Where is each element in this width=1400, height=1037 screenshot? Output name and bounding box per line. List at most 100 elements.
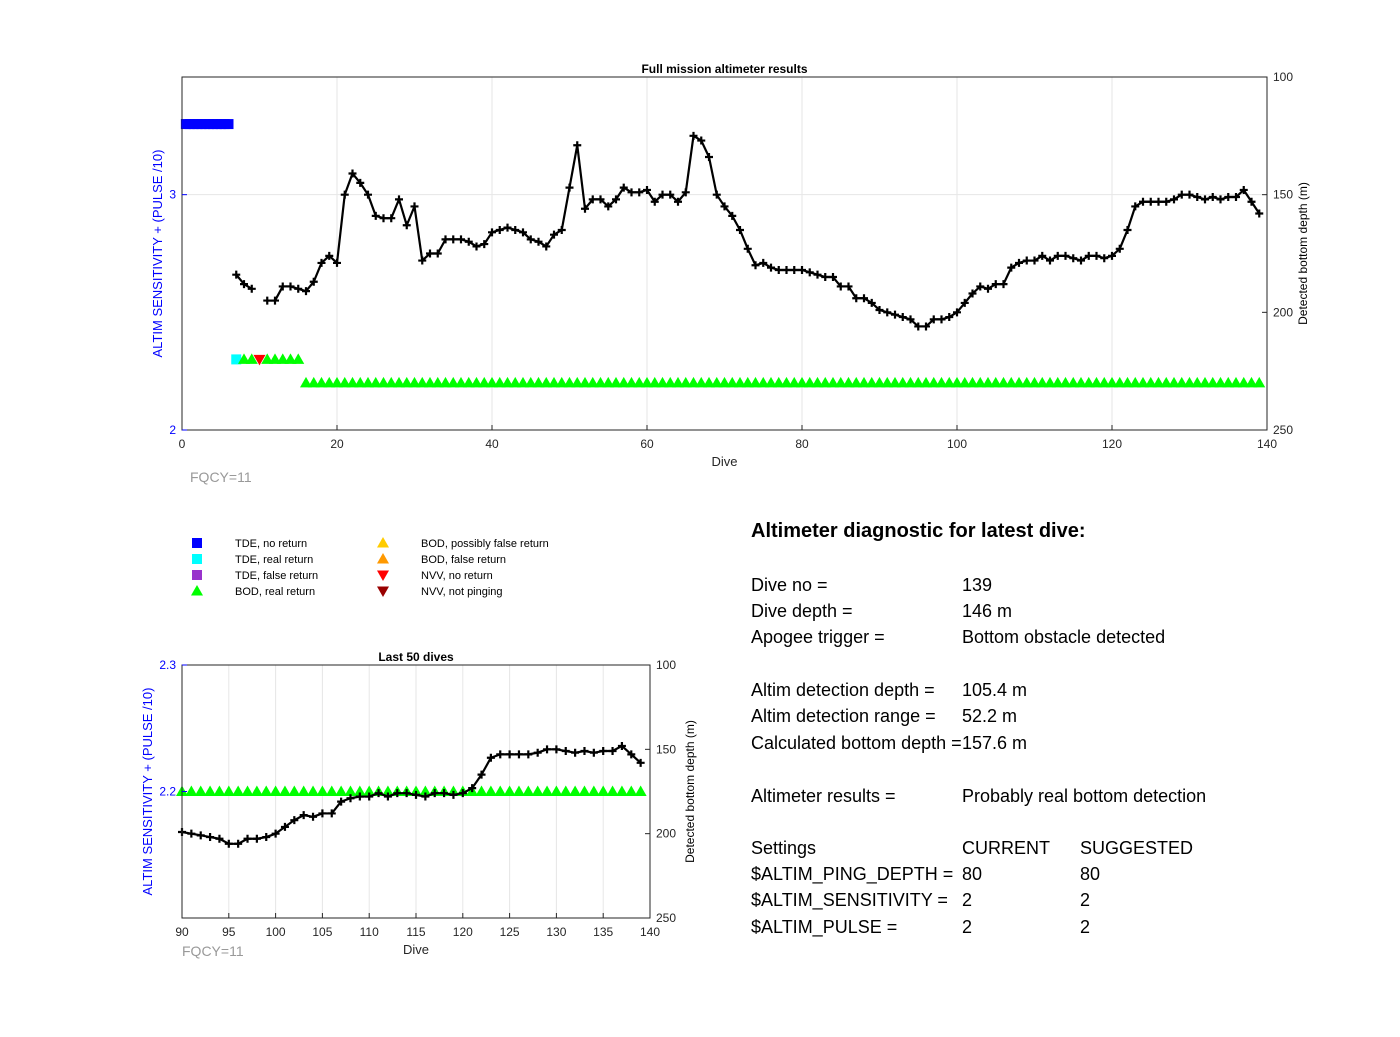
depth-point <box>505 750 514 759</box>
marker-point <box>1152 376 1165 388</box>
depth-point <box>844 282 853 291</box>
marker-point <box>625 376 638 388</box>
depth-point <box>960 298 969 307</box>
depth-point <box>365 792 374 801</box>
depth-point <box>580 747 589 756</box>
legend-triangle-down-icon <box>377 570 389 581</box>
marker-point <box>261 353 274 364</box>
marker-point <box>555 376 568 388</box>
depth-point <box>751 261 760 270</box>
depth-point <box>410 202 419 211</box>
marker-point <box>1160 376 1173 388</box>
depth-point <box>945 313 954 322</box>
depth-point <box>1007 263 1016 272</box>
fqcy-annotation: FQCY=11 <box>190 469 252 485</box>
depth-point <box>728 211 737 220</box>
depth-point <box>441 235 450 244</box>
depth-point <box>635 188 644 197</box>
depth-point <box>608 747 617 756</box>
depth-point <box>364 190 372 199</box>
marker-point <box>253 354 266 366</box>
depth-point <box>681 188 690 197</box>
depth-point <box>1038 251 1047 260</box>
legend-square-icon <box>192 570 202 580</box>
depth-point <box>426 249 434 258</box>
marker-point <box>641 376 653 388</box>
marker-point <box>550 785 563 796</box>
legend-label: TDE, real return <box>235 554 313 566</box>
depth-point <box>557 225 566 234</box>
marker-point <box>300 376 312 388</box>
marker-point <box>540 376 553 388</box>
marker-point <box>958 376 971 388</box>
marker-point <box>532 376 545 388</box>
y-left-tick-label: 2.3 <box>159 658 176 672</box>
depth-point <box>383 792 392 801</box>
y-right-tick-label: 150 <box>656 742 676 756</box>
legend-item: NVV, no return <box>377 570 493 582</box>
legend-item: BOD, possibly false return <box>377 537 549 550</box>
marker-point <box>524 376 537 388</box>
depth-point <box>1247 197 1256 206</box>
depth-point <box>790 265 799 274</box>
depth-point <box>759 258 768 267</box>
legend-label: BOD, possibly false return <box>421 538 549 550</box>
marker-point <box>710 376 723 388</box>
depth-point <box>346 794 355 803</box>
depth-point <box>278 282 287 291</box>
marker-point <box>664 376 677 388</box>
depth-point <box>286 282 295 291</box>
full-mission-chart: 0 20 40 60 80 100 120 140 2 3 100 150 200 250 Full mis… <box>150 62 1310 485</box>
legend-triangle-up-icon <box>191 585 203 596</box>
axes-box <box>181 76 1268 431</box>
marker-point <box>819 376 832 388</box>
marker-point <box>424 376 436 388</box>
marker-point <box>335 785 348 796</box>
marker-point <box>1214 376 1227 388</box>
marker-point <box>587 785 600 796</box>
legend-label: BOD, real return <box>235 586 315 598</box>
y-right-tick-label: 200 <box>1273 305 1293 319</box>
marker-point <box>989 376 1002 388</box>
depth-point <box>263 296 272 305</box>
depth-point <box>340 190 349 199</box>
depth-point <box>867 298 876 307</box>
legend-triangle-down-icon <box>377 586 389 597</box>
depth-point <box>206 833 215 842</box>
depth-point <box>1201 195 1209 204</box>
y-right-tick-label: 100 <box>1273 70 1293 84</box>
legend-item: BOD, false return <box>377 553 506 566</box>
marker-point <box>625 785 638 796</box>
marker-point <box>393 376 405 388</box>
marker-point <box>232 785 245 796</box>
marker-point <box>1175 376 1188 388</box>
marker-point <box>889 376 901 388</box>
marker-point <box>615 785 628 796</box>
marker-point <box>363 785 376 796</box>
x-tick-label: 0 <box>179 437 186 451</box>
marker-point <box>734 376 746 388</box>
marker-point <box>231 354 242 365</box>
marker-point <box>531 785 544 796</box>
y-left-tick-label: 3 <box>169 188 176 202</box>
depth-point <box>875 305 884 314</box>
marker-point <box>966 376 979 388</box>
depth-point <box>526 235 535 244</box>
marker-point <box>858 376 870 388</box>
y-right-axis-label: Detected bottom depth (m) <box>1296 182 1310 325</box>
x-tick-label: 95 <box>222 925 236 939</box>
marker-point <box>408 376 421 388</box>
marker-point <box>509 376 522 388</box>
depth-point <box>440 789 449 798</box>
marker-point <box>1253 376 1266 388</box>
depth-point <box>937 315 946 324</box>
marker-point <box>213 785 226 796</box>
depth-point <box>337 797 346 806</box>
marker-point <box>1028 376 1041 388</box>
marker-point <box>1020 376 1033 388</box>
marker-point <box>362 376 374 388</box>
depth-point <box>968 289 977 298</box>
depth-point <box>355 792 364 801</box>
depth-point <box>1100 254 1109 263</box>
depth-point <box>1162 197 1171 206</box>
